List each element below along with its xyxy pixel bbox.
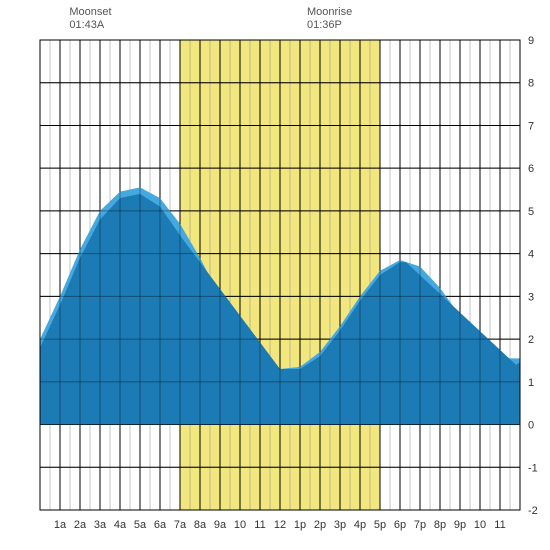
svg-text:11: 11 xyxy=(494,519,505,531)
svg-text:9: 9 xyxy=(528,35,534,47)
svg-text:7a: 7a xyxy=(174,519,187,531)
svg-text:1: 1 xyxy=(528,377,534,389)
svg-text:8p: 8p xyxy=(434,519,446,531)
svg-text:4a: 4a xyxy=(114,519,127,531)
svg-text:1a: 1a xyxy=(54,519,67,531)
svg-text:2: 2 xyxy=(528,334,534,346)
svg-text:5: 5 xyxy=(528,206,534,218)
svg-text:6: 6 xyxy=(528,163,534,175)
svg-text:8a: 8a xyxy=(194,519,207,531)
svg-text:3a: 3a xyxy=(94,519,107,531)
svg-text:11: 11 xyxy=(254,519,265,531)
svg-text:7: 7 xyxy=(528,120,534,132)
svg-text:-2: -2 xyxy=(528,505,538,517)
svg-text:4p: 4p xyxy=(354,519,366,531)
svg-text:9a: 9a xyxy=(214,519,227,531)
svg-text:10: 10 xyxy=(474,519,486,531)
svg-text:10: 10 xyxy=(234,519,246,531)
svg-text:6a: 6a xyxy=(154,519,167,531)
svg-text:7p: 7p xyxy=(414,519,426,531)
svg-text:9p: 9p xyxy=(454,519,466,531)
chart-svg: -2-101234567891a2a3a4a5a6a7a8a9a1011121p… xyxy=(0,0,550,550)
svg-text:6p: 6p xyxy=(394,519,406,531)
svg-text:5p: 5p xyxy=(374,519,386,531)
moonset-title: Moonset xyxy=(69,6,111,18)
svg-text:8: 8 xyxy=(528,78,534,90)
moonrise-time: 01:36P xyxy=(307,19,352,32)
moonrise-title: Moonrise xyxy=(307,6,352,18)
tide-chart: Moonset 01:43A Moonrise 01:36P -2-101234… xyxy=(0,0,550,550)
svg-text:3: 3 xyxy=(528,291,534,303)
moonset-annotation: Moonset 01:43A xyxy=(69,6,111,32)
svg-text:4: 4 xyxy=(528,249,534,261)
svg-text:2a: 2a xyxy=(74,519,87,531)
svg-text:2p: 2p xyxy=(314,519,326,531)
svg-text:5a: 5a xyxy=(134,519,147,531)
svg-text:12: 12 xyxy=(274,519,286,531)
moonrise-annotation: Moonrise 01:36P xyxy=(307,6,352,32)
moonset-time: 01:43A xyxy=(69,19,111,32)
svg-text:1p: 1p xyxy=(294,519,306,531)
svg-text:-1: -1 xyxy=(528,462,538,474)
svg-text:0: 0 xyxy=(528,420,534,432)
svg-text:3p: 3p xyxy=(334,519,346,531)
